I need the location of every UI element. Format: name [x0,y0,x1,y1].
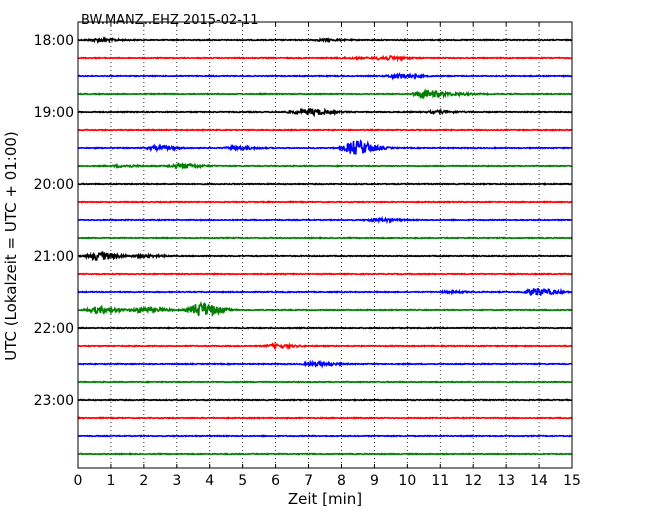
x-tick-label: 7 [304,473,313,489]
seismic-trace [77,162,573,170]
seismic-trace [77,215,573,225]
y-tick-label: 23:00 [34,393,74,409]
seismic-trace [77,287,573,297]
y-tick-label: 19:00 [34,105,74,121]
x-tick-label: 5 [238,473,247,489]
seismic-trace [77,416,573,420]
x-tick-label: 4 [205,473,214,489]
seismic-trace [77,182,573,186]
seismic-trace [77,250,573,262]
x-tick-label: 2 [139,473,148,489]
seismic-trace [77,326,573,330]
x-tick-label: 9 [370,473,379,489]
seismic-trace [77,128,573,132]
chart-title: BW.MANZ..EHZ 2015-02-11 [81,13,259,28]
seismic-trace [77,36,573,45]
plot-frame [77,21,573,469]
seismic-trace [77,359,573,369]
y-tick-label: 22:00 [34,321,74,337]
seismic-trace [77,300,573,317]
x-tick-label: 3 [172,473,181,489]
x-tick-label: 0 [74,473,83,489]
seismic-trace [77,72,573,81]
seismic-trace [77,272,573,276]
seismic-trace [77,107,573,118]
seismic-trace [77,380,573,384]
seismic-trace [77,88,573,100]
x-tick-label: 10 [398,473,416,489]
y-tick-label: 21:00 [34,249,74,265]
seismic-trace [77,139,573,155]
y-axis-label: UTC (Lokalzeit = UTC + 01:00) [2,131,20,361]
seismic-trace [77,398,573,402]
seismic-trace [77,341,573,351]
x-tick-label: 11 [431,473,449,489]
seismic-trace [77,434,573,438]
seismic-trace [77,54,573,63]
y-tick-label: 18:00 [34,33,74,49]
x-tick-label: 12 [464,473,482,489]
x-tick-label: 15 [563,473,581,489]
y-tick-label: 20:00 [34,177,74,193]
seismic-trace [77,200,573,204]
x-tick-label: 1 [106,473,115,489]
x-tick-label: 6 [271,473,280,489]
x-tick-label: 8 [337,473,346,489]
x-tick-label: 13 [497,473,515,489]
seismic-trace [77,452,573,456]
x-axis-label: Zeit [min] [288,490,362,508]
x-tick-label: 14 [530,473,548,489]
seismic-trace [77,236,573,240]
tick-layer: 0 1 2 3 4 5 6 7 8 9 10 11 12 13 14 1518:0019:0020:0021:… [34,22,581,489]
trace-layer [77,36,573,456]
